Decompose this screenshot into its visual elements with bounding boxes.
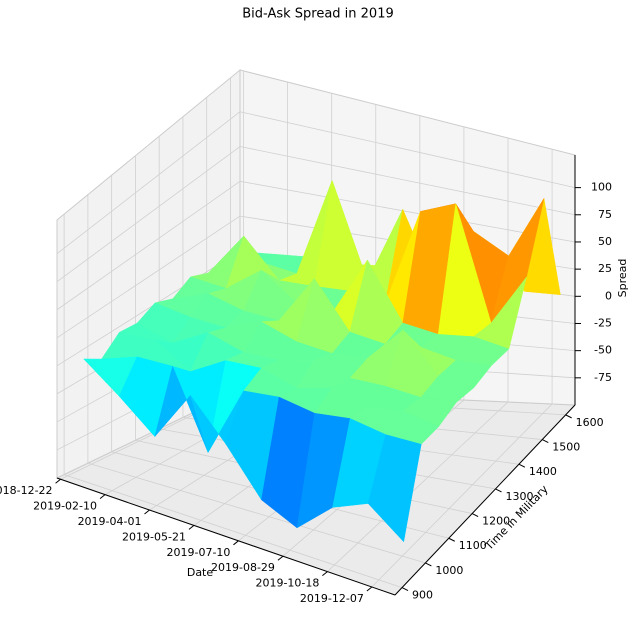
y-axis bbox=[394, 404, 576, 596]
y-tick bbox=[495, 488, 502, 493]
z-grid-line bbox=[56, 111, 241, 254]
y-tick-label: 1600 bbox=[576, 416, 604, 429]
x-tick-label: 2019-10-18 bbox=[255, 577, 319, 590]
z-grid-line bbox=[239, 111, 576, 188]
y-tick bbox=[471, 513, 479, 518]
y-tick-label: 1000 bbox=[435, 564, 463, 577]
z-grid-line bbox=[56, 146, 241, 283]
y-grid-line bbox=[87, 462, 426, 564]
z-tick-label: -25 bbox=[594, 316, 612, 329]
z-tick-label: 50 bbox=[598, 235, 612, 248]
x-tick-label: 2019-02-10 bbox=[33, 500, 97, 513]
x-grid-line bbox=[371, 403, 553, 588]
surface-patch bbox=[367, 434, 422, 543]
y-tick bbox=[401, 587, 409, 592]
x-tick bbox=[55, 478, 61, 484]
y-tick bbox=[448, 537, 455, 542]
x-tick-label: 2019-08-29 bbox=[211, 561, 275, 574]
z-tick-label: 0 bbox=[605, 289, 612, 302]
z-tick-label: 75 bbox=[598, 208, 612, 221]
y-tick-label: 1100 bbox=[459, 539, 487, 552]
z-tick-label: -75 bbox=[594, 371, 612, 384]
z-grid-line bbox=[239, 180, 576, 243]
x-tick-label: 2018-12-22 bbox=[0, 484, 53, 497]
z-tick-label: 25 bbox=[598, 262, 612, 275]
x-grid-line bbox=[327, 401, 509, 572]
x-tick bbox=[99, 494, 106, 500]
x-tick bbox=[144, 509, 150, 515]
x-axis-label: Date bbox=[187, 566, 214, 579]
z-grid-line bbox=[239, 146, 576, 216]
y-tick bbox=[542, 439, 549, 443]
y-tick-label: 900 bbox=[412, 589, 433, 602]
chart-title: Bid-Ask Spread in 2019 bbox=[242, 7, 394, 22]
y-tick bbox=[518, 463, 526, 468]
y-tick-label: 1500 bbox=[552, 441, 580, 454]
z-tick-label: -50 bbox=[594, 344, 612, 357]
x-tick bbox=[188, 525, 195, 530]
x-tick-label: 2019-04-01 bbox=[78, 515, 142, 528]
y-tick-label: 1300 bbox=[506, 490, 534, 503]
z-grid-line bbox=[56, 250, 241, 367]
y-grid-line bbox=[64, 474, 403, 588]
x-tick bbox=[322, 571, 328, 576]
y-tick-label: 1200 bbox=[482, 515, 510, 528]
z-tick-label: 100 bbox=[591, 181, 612, 194]
y-tick bbox=[565, 414, 572, 419]
y-tick bbox=[425, 562, 432, 567]
x-tick-label: 2019-12-07 bbox=[300, 592, 364, 605]
z-axis-label: Spread bbox=[616, 259, 629, 298]
x-tick-label: 2019-07-10 bbox=[167, 546, 231, 559]
z-grid-line bbox=[56, 180, 241, 311]
z-grid-line bbox=[56, 215, 241, 339]
x-tick-label: 2019-05-21 bbox=[122, 530, 186, 543]
x-tick bbox=[277, 555, 284, 561]
y-tick-label: 1400 bbox=[529, 465, 557, 478]
x-tick bbox=[366, 586, 373, 592]
x-axis bbox=[56, 477, 396, 596]
x-tick bbox=[233, 540, 239, 546]
